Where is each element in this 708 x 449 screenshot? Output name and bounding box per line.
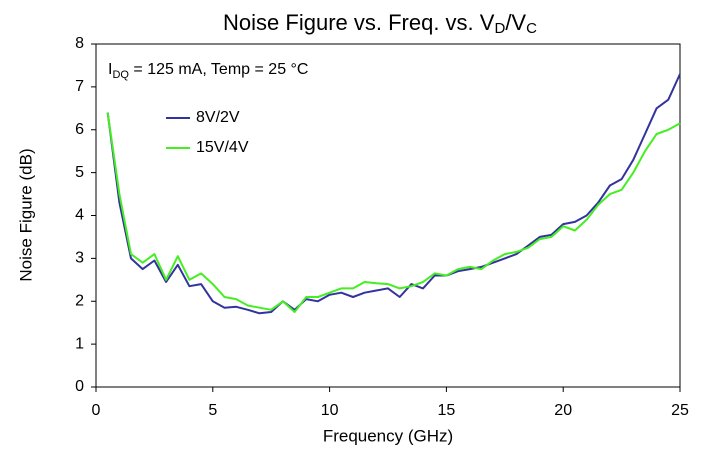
chart-title: Noise Figure vs. Freq. vs. VD/VC xyxy=(223,10,537,37)
x-tick-label: 0 xyxy=(92,402,101,419)
annotation: IDQ = 125 mA, Temp = 25 °C xyxy=(108,61,308,81)
x-tick-label: 10 xyxy=(321,402,339,419)
y-tick-label: 3 xyxy=(75,250,84,267)
y-axis-label: Noise Figure (dB) xyxy=(16,148,35,281)
y-tick-label: 2 xyxy=(75,292,84,309)
series-line xyxy=(106,73,681,315)
y-tick-label: 1 xyxy=(75,335,84,352)
y-tick-label: 5 xyxy=(75,164,84,181)
y-tick-label: 4 xyxy=(75,207,84,224)
series-line xyxy=(106,112,681,313)
x-axis-label: Frequency (GHz) xyxy=(323,426,453,445)
y-tick-label: 0 xyxy=(75,378,84,395)
y-tick-label: 6 xyxy=(75,121,84,138)
y-tick-label: 8 xyxy=(75,35,84,52)
legend-label: 15V/4V xyxy=(196,139,249,156)
plot-frame xyxy=(95,43,681,388)
y-tick-label: 7 xyxy=(75,78,84,95)
legend-label: 8V/2V xyxy=(196,109,240,126)
x-tick-label: 5 xyxy=(208,402,217,419)
x-tick-label: 15 xyxy=(438,402,456,419)
x-tick-label: 20 xyxy=(554,402,572,419)
x-tick-label: 25 xyxy=(671,402,689,419)
